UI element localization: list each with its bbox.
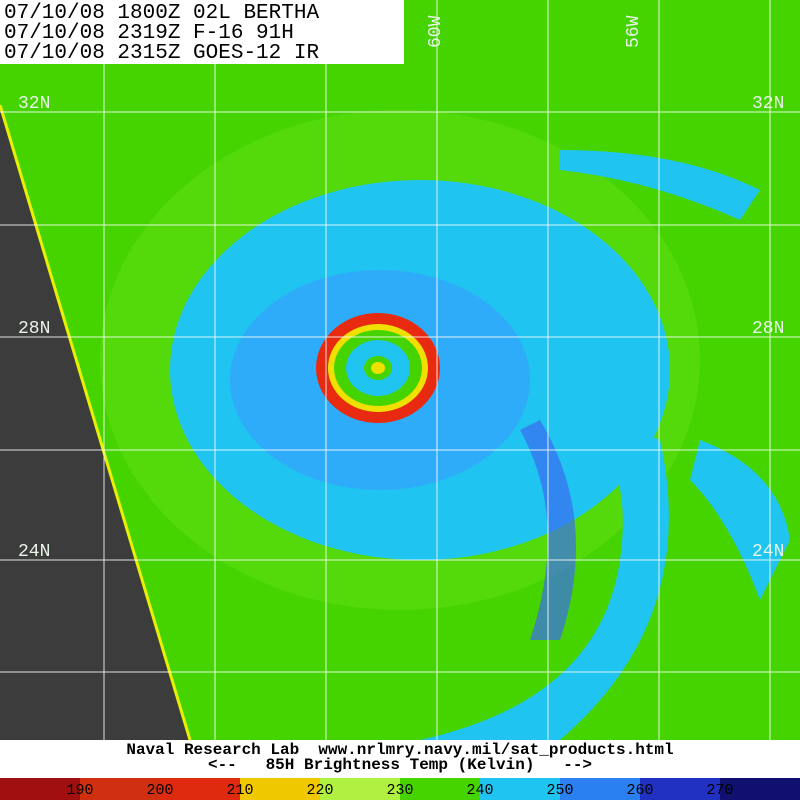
colorbar-segment — [640, 778, 720, 800]
header-line: 07/10/08 1800Z 02L BERTHA — [4, 2, 319, 25]
colorbar-label: 250 — [546, 782, 573, 799]
colorbar-segment — [0, 778, 80, 800]
colorbar-label: 240 — [466, 782, 493, 799]
header-line: 07/10/08 2315Z GOES-12 IR — [4, 42, 319, 65]
header-box — [0, 0, 404, 64]
graticule — [0, 0, 800, 740]
lat-label: 32N — [752, 94, 784, 114]
lat-label: 28N — [752, 319, 784, 339]
footer-caption: <-- 85H Brightness Temp (Kelvin) --> — [208, 756, 592, 774]
colorbar-segment — [320, 778, 400, 800]
lat-label: 24N — [752, 542, 784, 562]
colorbar-label: 220 — [306, 782, 333, 799]
colorbar-segment — [80, 778, 160, 800]
colorbar-segment — [160, 778, 240, 800]
colorbar-segment — [560, 778, 640, 800]
colorbar-segment — [480, 778, 560, 800]
lat-label: 28N — [18, 319, 50, 339]
lat-label: 24N — [18, 542, 50, 562]
footer-credit: Naval Research Lab www.nrlmry.navy.mil/s… — [126, 741, 673, 759]
lat-label: 32N — [18, 94, 50, 114]
colorbar-label: 260 — [626, 782, 653, 799]
colorbar: 190 200 210 220 230 240 250 260 270 — [0, 778, 800, 800]
colorbar-segment — [400, 778, 480, 800]
colorbar-label: 190 — [66, 782, 93, 799]
colorbar-segment — [240, 778, 320, 800]
colorbar-label: 200 — [146, 782, 173, 799]
colorbar-label: 230 — [386, 782, 413, 799]
colorbar-segment — [720, 778, 800, 800]
imagery — [0, 0, 800, 741]
colorbar-label: 210 — [226, 782, 253, 799]
colorbar-label: 270 — [706, 782, 733, 799]
footer-box — [0, 740, 800, 778]
header-line: 07/10/08 2319Z F-16 91H — [4, 22, 294, 45]
lon-label: 56W — [624, 15, 644, 48]
lon-label: 60W — [426, 15, 446, 48]
